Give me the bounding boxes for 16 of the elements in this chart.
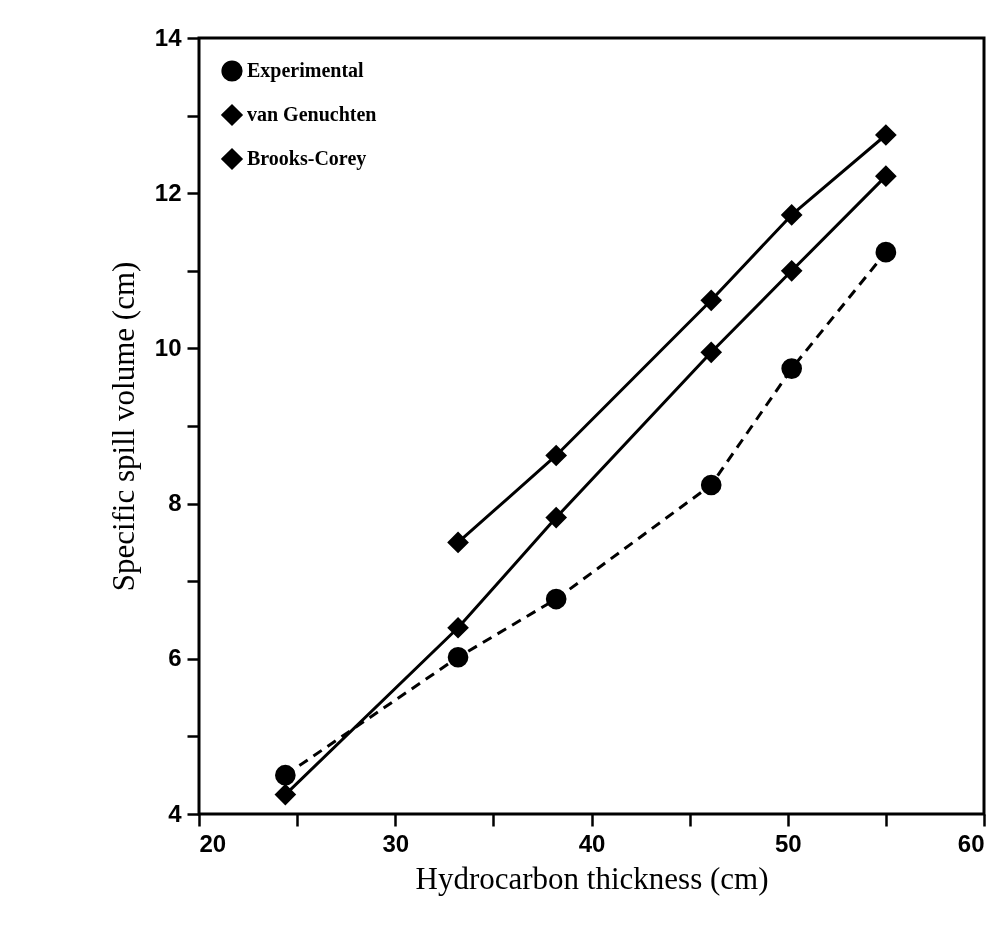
y-tick-label: 8 [168, 489, 182, 517]
y-tick-label: 6 [168, 644, 182, 672]
legend-label: van Genuchten [247, 103, 377, 125]
x-tick-label: 60 [957, 829, 985, 857]
x-tick-label: 50 [774, 829, 802, 857]
x-tick-label: 40 [578, 829, 606, 857]
y-tick-label: 10 [154, 333, 182, 361]
legend-label: Brooks-Corey [247, 147, 367, 170]
y-axis-title: Specific spill volume (cm) [105, 261, 141, 592]
legend-label: Experimental [247, 59, 365, 82]
x-tick-label: 30 [382, 829, 410, 857]
y-tick-label: 14 [154, 23, 183, 51]
x-axis-title: Hydrocarbon thickness (cm) [415, 860, 769, 896]
y-tick-label: 4 [168, 799, 183, 827]
x-tick-label: 20 [199, 829, 227, 857]
y-tick-label: 12 [154, 178, 182, 206]
